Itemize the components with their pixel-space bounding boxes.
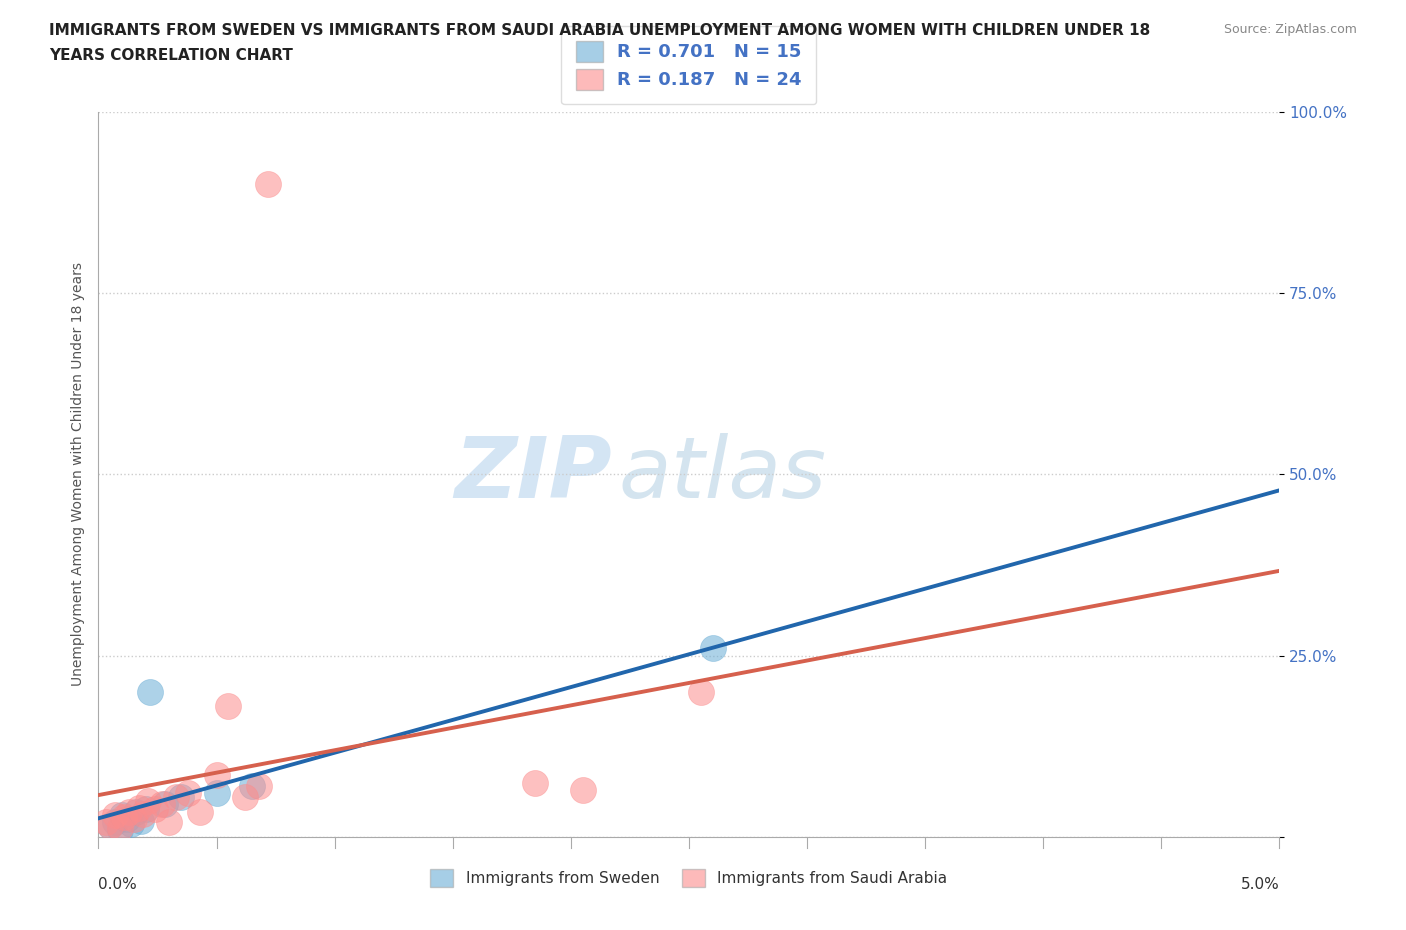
Point bbox=[118, 804, 141, 819]
Point bbox=[524, 776, 547, 790]
Point bbox=[157, 815, 180, 830]
Point bbox=[136, 793, 159, 808]
Text: IMMIGRANTS FROM SWEDEN VS IMMIGRANTS FROM SAUDI ARABIA UNEMPLOYMENT AMONG WOMEN : IMMIGRANTS FROM SWEDEN VS IMMIGRANTS FRO… bbox=[49, 23, 1150, 38]
Point bbox=[205, 768, 228, 783]
Point bbox=[135, 802, 157, 817]
Point bbox=[247, 778, 270, 793]
Point bbox=[143, 802, 166, 817]
Point bbox=[98, 818, 121, 833]
Point bbox=[233, 790, 256, 804]
Point bbox=[257, 177, 280, 192]
Point bbox=[108, 822, 131, 837]
Text: YEARS CORRELATION CHART: YEARS CORRELATION CHART bbox=[49, 48, 292, 63]
Text: ZIP: ZIP bbox=[454, 432, 612, 516]
Text: Source: ZipAtlas.com: Source: ZipAtlas.com bbox=[1223, 23, 1357, 36]
Point bbox=[122, 811, 145, 827]
Point bbox=[104, 808, 127, 823]
Point bbox=[217, 699, 239, 714]
Point bbox=[170, 790, 193, 804]
Legend: Immigrants from Sweden, Immigrants from Saudi Arabia: Immigrants from Sweden, Immigrants from … bbox=[423, 862, 955, 895]
Point bbox=[128, 801, 150, 816]
Point bbox=[702, 641, 724, 656]
Point bbox=[165, 790, 187, 804]
Point bbox=[121, 817, 143, 831]
Text: atlas: atlas bbox=[619, 432, 827, 516]
Point bbox=[139, 684, 162, 699]
Point bbox=[108, 821, 131, 836]
Point bbox=[205, 786, 228, 801]
Point bbox=[112, 809, 135, 824]
Text: 5.0%: 5.0% bbox=[1240, 877, 1279, 892]
Point bbox=[571, 782, 593, 797]
Point bbox=[153, 797, 176, 812]
Text: 0.0%: 0.0% bbox=[98, 877, 138, 892]
Point bbox=[98, 818, 121, 833]
Point bbox=[188, 804, 211, 819]
Point bbox=[132, 806, 155, 821]
Point bbox=[240, 778, 263, 793]
Point bbox=[129, 814, 152, 829]
Point bbox=[94, 815, 117, 830]
Point bbox=[125, 804, 148, 819]
Point bbox=[150, 797, 173, 812]
Point bbox=[111, 808, 134, 823]
Point bbox=[115, 811, 138, 827]
Point bbox=[689, 684, 711, 699]
Point bbox=[177, 786, 200, 801]
Y-axis label: Unemployment Among Women with Children Under 18 years: Unemployment Among Women with Children U… bbox=[70, 262, 84, 686]
Point bbox=[104, 815, 127, 830]
